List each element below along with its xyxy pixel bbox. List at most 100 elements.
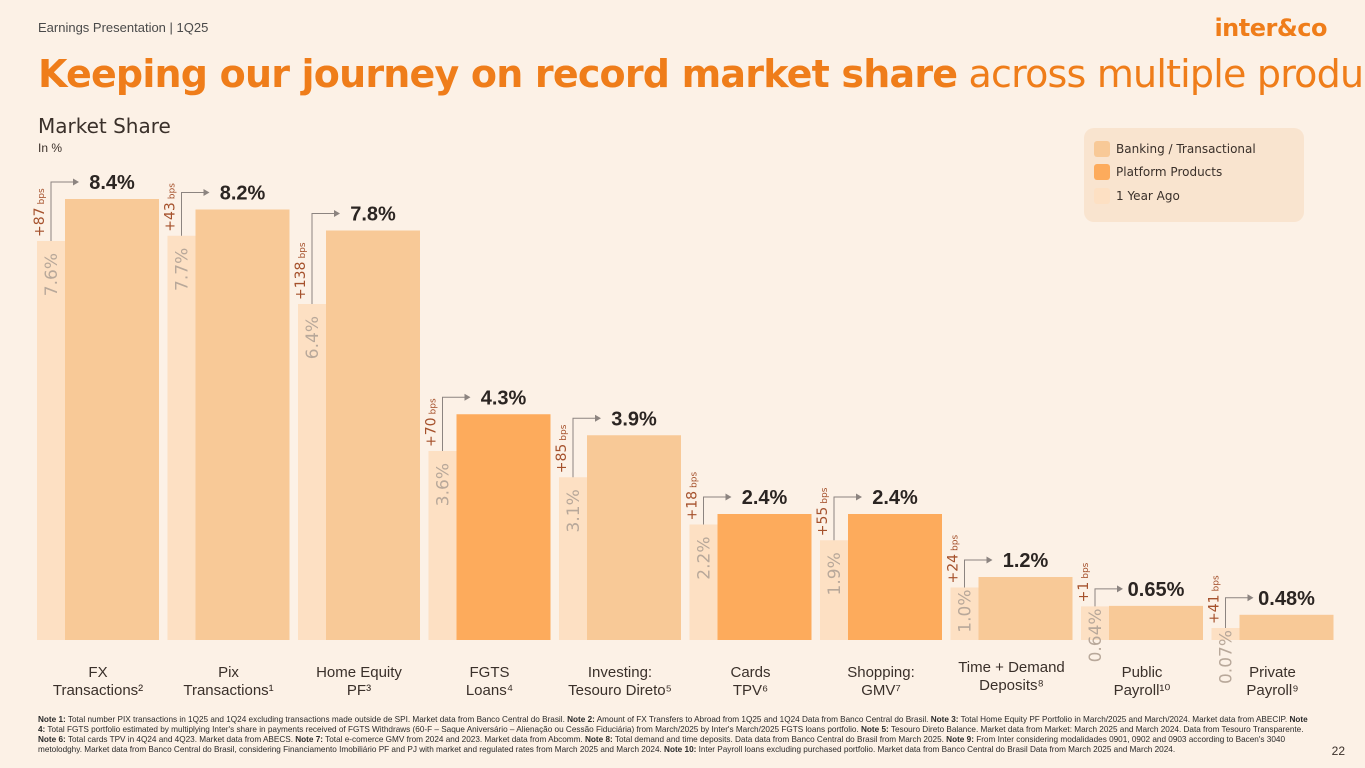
footnote-text: Total demand and time deposits. Data dat…	[612, 735, 947, 744]
delta-value: +43	[163, 202, 179, 232]
page-title-light: across multiple products	[968, 52, 1365, 96]
delta-unit: bps	[168, 183, 178, 199]
category-label: Payroll¹⁰	[1114, 682, 1171, 699]
delta-connector	[1094, 588, 1119, 607]
category-label: Home Equity	[316, 664, 402, 681]
delta-connector	[833, 496, 858, 541]
footnote-label: Note 3:	[930, 715, 959, 724]
delta-unit: bps	[690, 472, 700, 488]
label-current: 2.4%	[742, 487, 788, 509]
delta-arrow-head	[73, 178, 79, 186]
category-label: Pix	[218, 664, 239, 681]
footnote-label: Note 2:	[567, 715, 595, 724]
delta-unit: bps	[298, 242, 308, 258]
delta-label: +24 bps	[946, 535, 962, 584]
footnote-label: Note 10:	[664, 745, 697, 754]
category-label: GMV⁷	[861, 682, 901, 699]
delta-label: +87 bps	[32, 188, 48, 237]
label-year-ago: 0.07%	[1217, 630, 1237, 684]
bar-year-ago	[37, 241, 69, 640]
delta-value: +87	[32, 207, 48, 237]
label-current: 8.2%	[220, 183, 266, 205]
delta-arrow-head	[595, 414, 601, 422]
delta-connector	[703, 496, 728, 525]
delta-label: +85 bps	[554, 424, 570, 473]
delta-arrow-head	[1117, 585, 1123, 593]
chart-unit: In %	[38, 141, 63, 155]
delta-unit: bps	[1081, 562, 1091, 578]
bar-current	[65, 199, 159, 640]
footnote-label: Note 1:	[38, 715, 66, 724]
category-label: Loans⁴	[466, 682, 513, 699]
category-label: TPV⁶	[733, 682, 768, 699]
label-current: 0.48%	[1258, 588, 1315, 610]
header-label: Earnings Presentation | 1Q25	[38, 20, 209, 35]
category-label: FX	[88, 664, 107, 681]
page-number: 22	[1331, 744, 1345, 758]
delta-unit: bps	[37, 188, 47, 204]
bar-year-ago	[1081, 606, 1113, 640]
delta-value: +70	[424, 417, 440, 447]
category-label: Private	[1249, 664, 1296, 681]
legend-item-platform: Platform Products	[1094, 163, 1222, 181]
bar-year-ago	[820, 540, 852, 640]
bar-current	[195, 209, 290, 640]
delta-connector	[181, 192, 206, 236]
company-logo: inter&co	[1214, 14, 1327, 42]
category-label: Tesouro Direto⁵	[568, 682, 672, 699]
page-title: Keeping our journey on record market sha…	[38, 52, 1365, 96]
delta-connector	[1225, 597, 1250, 628]
delta-arrow-head	[1247, 594, 1254, 602]
delta-value: +41	[1207, 594, 1223, 624]
delta-arrow-head	[725, 493, 732, 501]
delta-label: +18 bps	[685, 472, 701, 521]
legend-label-platform: Platform Products	[1116, 165, 1223, 179]
footnote-text: Total FGTS portfolio estimated by multip…	[45, 725, 861, 734]
label-current: 7.8%	[350, 204, 396, 226]
bar-year-ago	[689, 524, 722, 640]
footnote-label: Note 9:	[946, 735, 974, 744]
delta-connector	[964, 559, 989, 588]
delta-label: +41 bps	[1207, 575, 1223, 624]
label-current: 1.2%	[1003, 550, 1049, 572]
delta-unit: bps	[559, 424, 569, 440]
chart-legend: Banking / Transactional Platform Product…	[1084, 128, 1304, 222]
delta-arrow-head	[464, 393, 471, 401]
footnotes: Note 1: Total number PIX transactions in…	[38, 715, 1313, 755]
category-label: Transactions²	[53, 682, 143, 699]
legend-swatch-year-ago	[1094, 188, 1110, 204]
footnote-text: Inter Payroll loans excluding purchased …	[696, 745, 1176, 754]
bar-year-ago	[167, 235, 200, 640]
bar-current	[587, 435, 681, 640]
bar-year-ago	[1211, 628, 1244, 640]
label-year-ago: 1.9%	[825, 552, 845, 595]
page-title-bold: Keeping our journey on record market sha…	[38, 52, 958, 96]
label-year-ago: 2.2%	[695, 537, 715, 580]
delta-value: +55	[815, 507, 831, 537]
footnote-label: Note 7:	[295, 735, 324, 744]
delta-arrow-head	[856, 493, 862, 501]
footnote-text: Total number PIX transactions in 1Q25 an…	[65, 715, 568, 724]
label-year-ago: 7.7%	[173, 248, 193, 291]
delta-unit: bps	[429, 398, 439, 414]
bar-year-ago	[428, 451, 461, 640]
delta-unit: bps	[1212, 575, 1222, 591]
delta-label: +1 bps	[1076, 562, 1092, 602]
category-label: Shopping:	[847, 664, 915, 681]
delta-arrow-head	[334, 210, 340, 217]
category-label: Time + Demand	[958, 659, 1065, 676]
bar-year-ago	[298, 304, 330, 640]
delta-connector	[311, 213, 336, 304]
label-year-ago: 6.4%	[303, 316, 323, 359]
category-label: Cards	[730, 664, 770, 681]
label-current: 4.3%	[481, 387, 527, 409]
delta-label: +55 bps	[815, 487, 831, 536]
category-label: Investing:	[588, 664, 652, 681]
footnote-label: Note 5:	[861, 725, 889, 734]
footnote-label: Note 6:	[38, 735, 66, 744]
delta-value: +138	[293, 262, 309, 300]
footnote-label: Note 4:	[38, 715, 1308, 734]
legend-item-banking: Banking / Transactional	[1094, 140, 1256, 158]
delta-arrow-head	[986, 556, 993, 564]
